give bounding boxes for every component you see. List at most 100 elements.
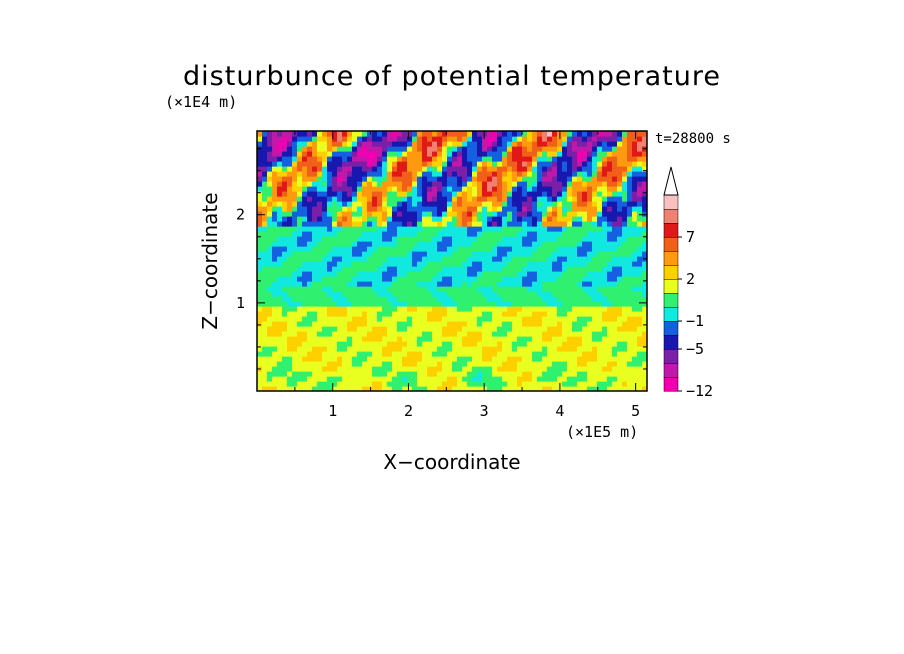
heatmap-cell <box>272 256 278 262</box>
heatmap-cell <box>267 276 273 282</box>
heatmap-cell <box>537 276 543 282</box>
heatmap-cell <box>362 326 368 332</box>
heatmap-cell <box>362 141 368 147</box>
heatmap-cell <box>592 321 598 327</box>
heatmap-cell <box>607 221 613 227</box>
heatmap-cell <box>632 156 638 162</box>
heatmap-cell <box>532 246 538 252</box>
heatmap-cell <box>502 216 508 222</box>
heatmap-cell <box>587 301 593 307</box>
heatmap-cell <box>282 321 288 327</box>
heatmap-cell <box>312 326 318 332</box>
heatmap-cell <box>277 321 283 327</box>
heatmap-cell <box>632 176 638 182</box>
heatmap-cell <box>477 186 483 192</box>
heatmap-cell <box>622 151 628 157</box>
heatmap-cell <box>432 321 438 327</box>
heatmap-cell <box>502 341 508 347</box>
heatmap-cell <box>542 171 548 177</box>
heatmap-cell <box>277 291 283 297</box>
heatmap-cell <box>517 291 523 297</box>
heatmap-cell <box>557 346 563 352</box>
heatmap-cell <box>457 356 463 362</box>
heatmap-cell <box>502 386 508 391</box>
heatmap-cell <box>627 376 633 382</box>
heatmap-cell <box>357 326 363 332</box>
heatmap-cell <box>517 236 523 242</box>
heatmap-cell <box>447 196 453 202</box>
heatmap-cell <box>607 341 613 347</box>
heatmap-cell <box>472 176 478 182</box>
heatmap-cell <box>622 231 628 237</box>
heatmap-cell <box>387 306 393 312</box>
heatmap-cell <box>422 276 428 282</box>
heatmap-cell <box>507 156 513 162</box>
heatmap-cell <box>387 206 393 212</box>
heatmap-cell <box>292 181 298 187</box>
heatmap-cell <box>322 321 328 327</box>
heatmap-cell <box>382 196 388 202</box>
heatmap-cell <box>322 291 328 297</box>
heatmap-cell <box>312 226 318 232</box>
heatmap-cell <box>302 231 308 237</box>
colorbar-segment <box>663 250 679 266</box>
heatmap-cell <box>312 311 318 317</box>
heatmap-cell <box>507 186 513 192</box>
heatmap-cell <box>287 251 293 257</box>
heatmap-cell <box>317 221 323 227</box>
heatmap-cell <box>632 251 638 257</box>
heatmap-cell <box>462 146 468 152</box>
heatmap-cell <box>627 366 633 372</box>
heatmap-cell <box>382 291 388 297</box>
heatmap-cell <box>292 251 298 257</box>
heatmap-cell <box>517 366 523 372</box>
heatmap-cell <box>497 301 503 307</box>
heatmap-cell <box>487 131 493 137</box>
heatmap-cell <box>522 351 528 357</box>
heatmap-cell <box>572 376 578 382</box>
heatmap-cell <box>532 286 538 292</box>
heatmap-cell <box>377 316 383 322</box>
heatmap-cell <box>472 151 478 157</box>
heatmap-cell <box>432 266 438 272</box>
heatmap-cell <box>587 256 593 262</box>
heatmap-cell <box>327 326 333 332</box>
heatmap-cell <box>492 206 498 212</box>
heatmap-cell <box>482 341 488 347</box>
heatmap-cell <box>452 346 458 352</box>
heatmap-cell <box>477 196 483 202</box>
heatmap-cell <box>422 151 428 157</box>
heatmap-cell <box>507 366 513 372</box>
heatmap-cell <box>502 156 508 162</box>
heatmap-cell <box>392 146 398 152</box>
heatmap-cell <box>387 356 393 362</box>
heatmap-cell <box>447 286 453 292</box>
heatmap-cell <box>417 381 423 387</box>
heatmap-cell <box>637 201 643 207</box>
heatmap-cell <box>512 356 518 362</box>
heatmap-cell <box>547 361 553 367</box>
heatmap-cell <box>617 276 623 282</box>
heatmap-cell <box>467 136 473 142</box>
heatmap-cell <box>437 346 443 352</box>
heatmap-cell <box>542 356 548 362</box>
heatmap-cell <box>582 266 588 272</box>
heatmap-cell <box>517 276 523 282</box>
heatmap-cell <box>402 216 408 222</box>
heatmap-cell <box>362 351 368 357</box>
heatmap-cell <box>467 301 473 307</box>
heatmap-cell <box>342 186 348 192</box>
heatmap-cell <box>367 166 373 172</box>
heatmap-cell <box>622 221 628 227</box>
heatmap-cell <box>307 306 313 312</box>
heatmap-cell <box>317 141 323 147</box>
heatmap-cell <box>522 161 528 167</box>
heatmap-cell <box>297 131 303 137</box>
heatmap-cell <box>377 266 383 272</box>
heatmap-cell <box>277 176 283 182</box>
heatmap-cell <box>447 306 453 312</box>
heatmap-cell <box>342 376 348 382</box>
heatmap-cell <box>402 276 408 282</box>
heatmap-cell <box>517 386 523 391</box>
heatmap-cell <box>482 301 488 307</box>
